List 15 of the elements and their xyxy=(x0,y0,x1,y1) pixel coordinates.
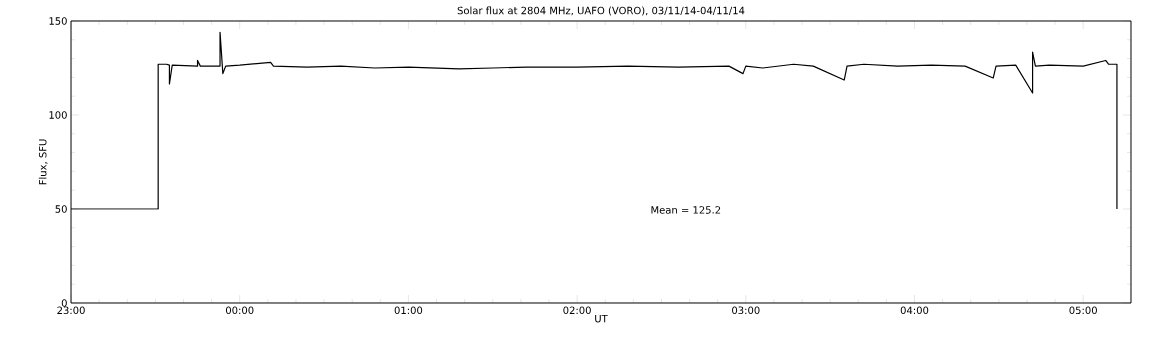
x-tick-label: 00:00 xyxy=(225,306,254,315)
chart-title: Solar flux at 2804 MHz, UAFO (VORO), 03/11/14-04/11/14 xyxy=(457,6,745,16)
x-axis-title: UT xyxy=(595,314,608,323)
y-tick-label: 150 xyxy=(49,17,67,25)
x-tick-label: 04:00 xyxy=(900,306,929,315)
y-axis-title: Flux, SFU xyxy=(38,139,48,185)
x-tick-label: 01:00 xyxy=(394,306,423,315)
annotation: Mean = 125.2 xyxy=(651,206,721,214)
x-tick-label: 23:00 xyxy=(57,306,85,315)
y-tick-label: 0 xyxy=(61,299,67,307)
x-tick-label: 02:00 xyxy=(563,306,591,315)
x-tick-label: 05:00 xyxy=(1069,306,1097,315)
y-tick-label: 100 xyxy=(49,111,67,119)
x-tick-label: 03:00 xyxy=(732,306,760,315)
y-tick-label: 50 xyxy=(55,205,67,213)
